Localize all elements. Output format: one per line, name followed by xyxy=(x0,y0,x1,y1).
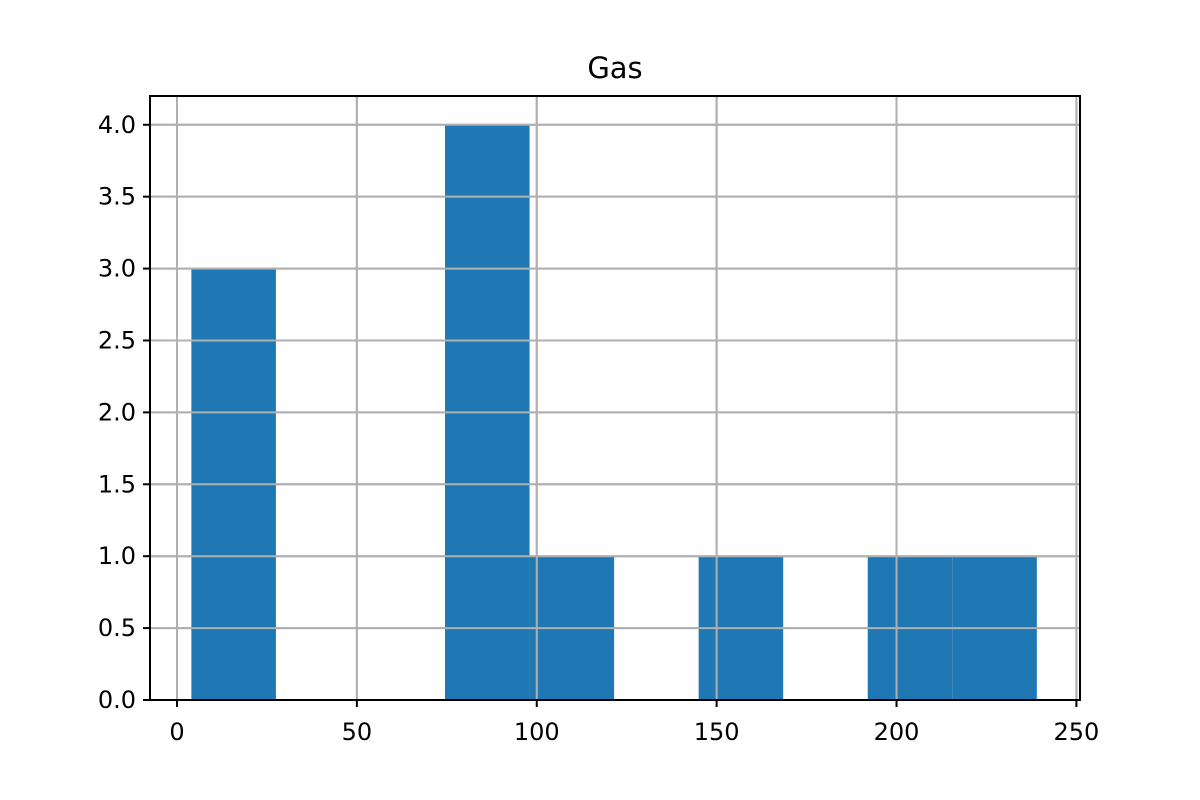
chart-title: Gas xyxy=(587,51,642,85)
y-tick-label: 0.0 xyxy=(98,686,136,714)
y-tick-label: 4.0 xyxy=(98,111,136,139)
x-tick-label: 200 xyxy=(874,718,920,746)
x-tick-label: 50 xyxy=(342,718,373,746)
y-tick-label: 1.0 xyxy=(98,542,136,570)
x-tick-label: 250 xyxy=(1053,718,1099,746)
x-tick-label: 100 xyxy=(514,718,560,746)
ticks-layer: 0 50 100 150 200 250 0.0 0.5 1.0 1.5 2.0 2.5 3.0 3.5 4… xyxy=(98,111,1099,746)
y-tick-label: 1.5 xyxy=(98,470,136,498)
x-tick-label: 150 xyxy=(694,718,740,746)
plot-frame xyxy=(149,95,1081,701)
bars-layer xyxy=(150,96,1080,701)
x-tick-label: 0 xyxy=(169,718,184,746)
y-tick-label: 3.0 xyxy=(98,255,136,283)
y-tick-label: 0.5 xyxy=(98,614,136,642)
y-tick-label: 3.5 xyxy=(98,183,136,211)
y-tick-label: 2.0 xyxy=(98,398,136,426)
axes-layer xyxy=(149,95,1081,701)
y-tick-label: 2.5 xyxy=(98,326,136,354)
